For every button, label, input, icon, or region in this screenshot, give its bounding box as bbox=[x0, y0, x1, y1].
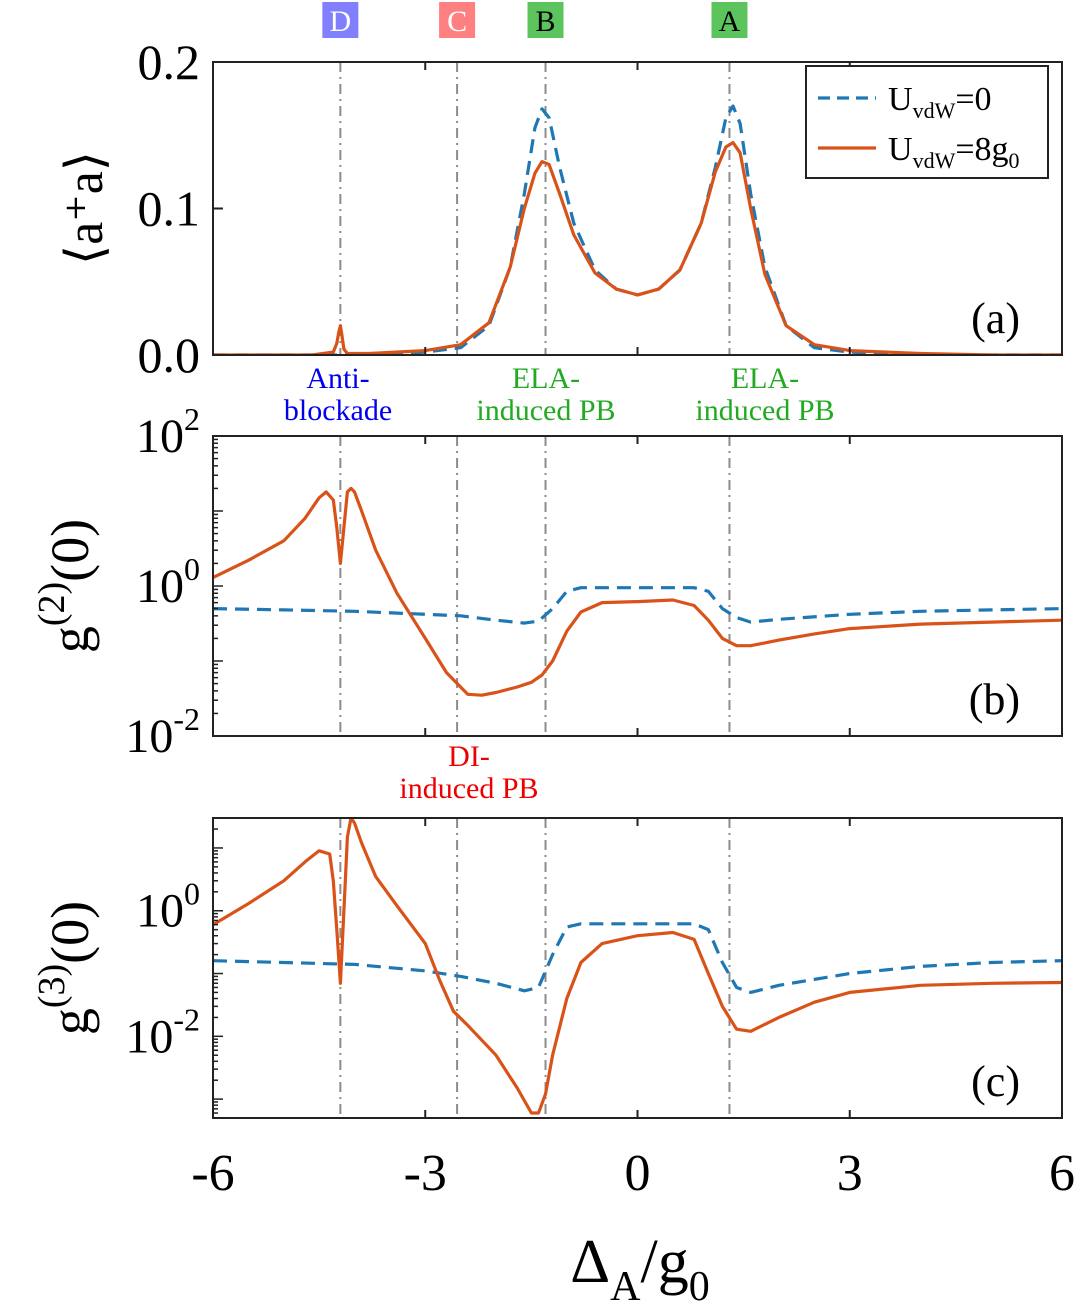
chart-panel-3: 10-2 100 (c) bbox=[125, 817, 1063, 1119]
marker-label-c: C bbox=[439, 2, 476, 38]
annotation-line: induced PB bbox=[695, 394, 834, 427]
series-solid bbox=[213, 818, 1062, 1115]
annotation-ela-a: ELA-induced PB bbox=[695, 362, 834, 427]
x-tick-label: 3 bbox=[837, 1145, 863, 1202]
panel-tag: (c) bbox=[971, 1057, 1020, 1106]
y-tick-label: 102 bbox=[136, 401, 200, 463]
y-tick-label: 100 bbox=[136, 551, 200, 613]
legend: UvdW=0 UvdW=8g0 bbox=[805, 65, 1049, 179]
annotation-line: blockade bbox=[284, 394, 392, 427]
y-tick-label: 0.1 bbox=[138, 181, 201, 237]
y-tick-label: 100 bbox=[136, 876, 200, 938]
chart-panel-1: 0.0 0.1 0.2 (a) bbox=[138, 34, 1063, 383]
annotation-ela-b: ELA-induced PB bbox=[476, 362, 615, 427]
series-solid bbox=[213, 141, 1062, 355]
x-tick-label: 6 bbox=[1049, 1145, 1075, 1202]
y-tick-label: 10-2 bbox=[125, 701, 200, 763]
annotation-anti-blockade: Anti-blockade bbox=[284, 362, 392, 427]
y-axis-label-a: ⟨a⁺a⟩ bbox=[57, 151, 114, 265]
marker-label-box bbox=[322, 2, 359, 38]
annotation-line: Anti- bbox=[306, 362, 369, 395]
annotation-di: DI-induced PB bbox=[399, 740, 538, 805]
x-tick-label: 0 bbox=[625, 1145, 651, 1202]
marker-label-box bbox=[439, 2, 476, 38]
annotation-line: induced PB bbox=[476, 394, 615, 427]
annotation-line: ELA- bbox=[731, 362, 799, 395]
y-axis-label-c: g(3)(0) bbox=[31, 901, 100, 1035]
marker-label-box bbox=[711, 2, 748, 38]
legend-label-dashed: UvdW=0 bbox=[888, 81, 992, 123]
marker-label-text: A bbox=[719, 5, 741, 38]
marker-label-box bbox=[527, 2, 564, 38]
annotation-line: induced PB bbox=[399, 772, 538, 805]
marker-label-text: D bbox=[330, 5, 352, 38]
y-axis-label-b: g(2)(0) bbox=[31, 519, 100, 653]
series-solid bbox=[213, 486, 1062, 697]
y-tick-label: 0.0 bbox=[138, 327, 201, 383]
y-tick-label: 10-2 bbox=[125, 1001, 200, 1063]
marker-label-text: B bbox=[536, 5, 556, 38]
legend-label-solid: UvdW=8g0 bbox=[888, 131, 1020, 173]
series-dashed bbox=[213, 586, 1062, 625]
marker-label-a: A bbox=[711, 2, 748, 38]
x-tick-label: -6 bbox=[191, 1145, 234, 1202]
x-tick-label: -3 bbox=[404, 1145, 447, 1202]
chart-panel-2: 10-2 100 102 (b) bbox=[125, 401, 1063, 763]
annotation-line: DI- bbox=[448, 740, 490, 773]
y-tick-label: 0.2 bbox=[138, 34, 201, 90]
marker-label-d: D bbox=[322, 2, 359, 38]
panel-tag: (a) bbox=[971, 294, 1020, 343]
x-axis-label: ΔA/g0 bbox=[570, 1228, 709, 1305]
annotation-line: ELA- bbox=[512, 362, 580, 395]
marker-label-b: B bbox=[527, 2, 564, 38]
panel-tag: (b) bbox=[969, 675, 1020, 724]
series-dashed bbox=[213, 922, 1062, 994]
marker-label-text: C bbox=[447, 5, 467, 38]
legend-box bbox=[805, 65, 1049, 179]
